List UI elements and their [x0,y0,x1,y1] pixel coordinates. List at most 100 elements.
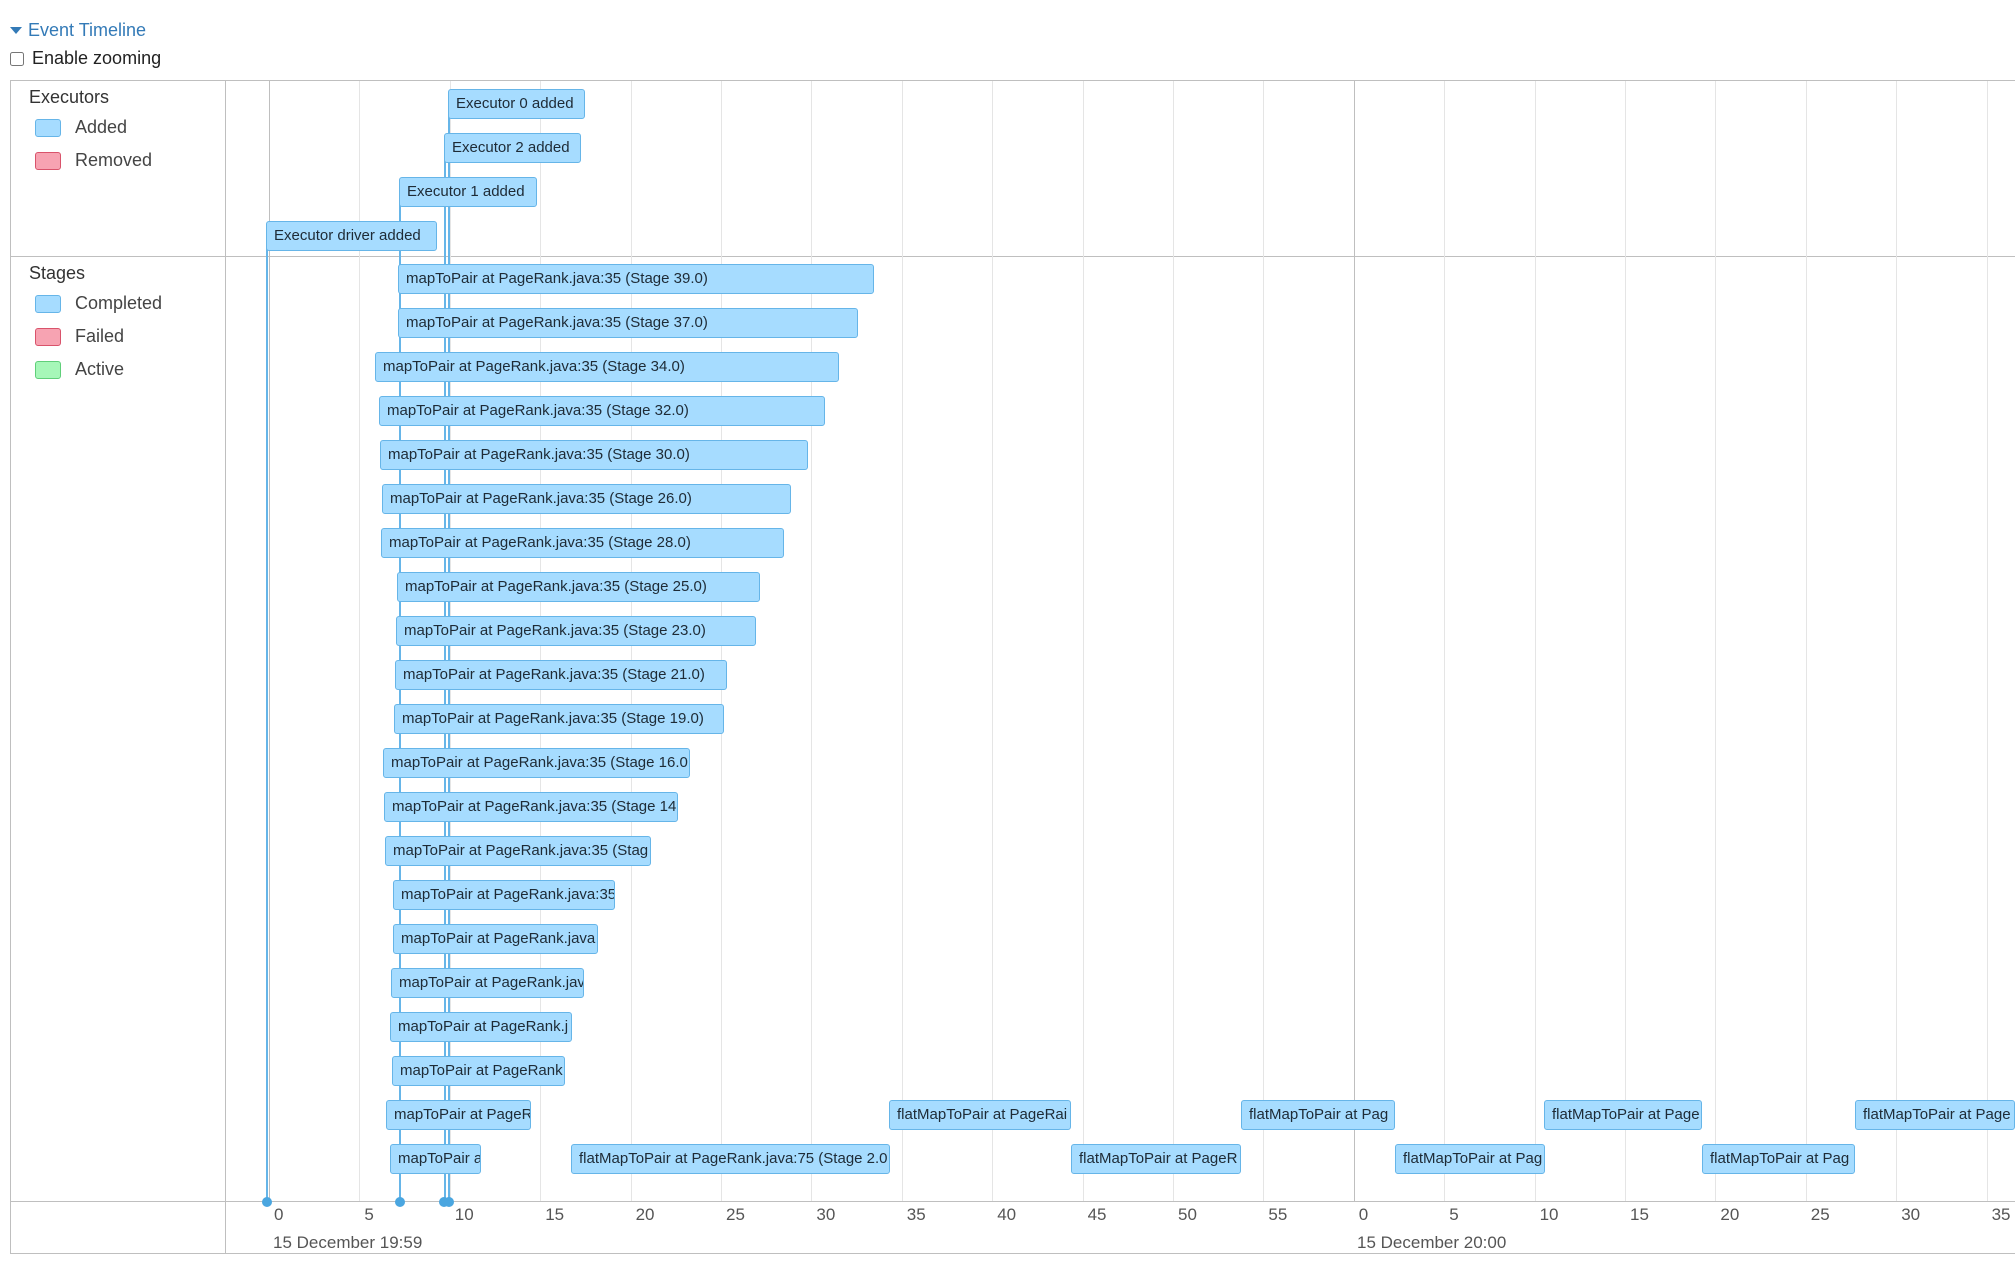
stage-item[interactable]: mapToPair at PageRank.jav [391,968,584,998]
stage-item[interactable]: mapToPair a [390,1144,481,1174]
legend-added: Added [35,117,127,138]
legend-completed-label: Completed [75,293,163,313]
stage-item[interactable]: flatMapToPair at Pag [1395,1144,1545,1174]
legend-completed: Completed [35,293,162,314]
caret-down-icon [10,27,22,34]
event-timeline-toggle[interactable]: Event Timeline [10,20,146,41]
stage-item[interactable]: mapToPair at PageR [386,1100,531,1130]
stage-item[interactable]: mapToPair at PageRank.java:35 (Stage 26.… [382,484,791,514]
timeline-panel[interactable]: Executors Added Removed Stages Completed… [10,80,2015,1254]
legend-active: Active [35,359,124,380]
stage-item[interactable]: mapToPair at PageRank.java:35 (Stage 16.… [383,748,690,778]
active-swatch [35,360,61,379]
executor-item[interactable]: Executor 1 added [399,177,537,207]
axis-divider [11,1201,2015,1202]
completed-swatch [35,294,61,313]
gridline [1173,81,1174,1201]
group-divider [11,256,2015,257]
axis-tick-label: 10 [454,1205,474,1224]
axis-tick-label: 0 [274,1205,284,1224]
executor-item[interactable]: Executor 2 added [444,133,581,163]
legend-failed: Failed [35,326,124,347]
executor-driver-marker [266,240,268,1200]
stage-item[interactable]: mapToPair at PageRank.java:35 (Stage 34.… [375,352,839,382]
stage-item[interactable]: mapToPair at PageRank.java:35 [393,880,615,910]
gridline [1715,81,1717,1201]
executor-0-dot [444,1197,454,1207]
event-timeline-title: Event Timeline [28,20,147,40]
gridline [1444,81,1446,1201]
axis-tick-label: 35 [906,1205,926,1224]
gridline [1805,81,1807,1201]
executor-1-dot [395,1197,405,1207]
stage-item[interactable]: mapToPair at PageRank.j [390,1012,572,1042]
stage-item[interactable]: mapToPair at PageRank.java:35 (Stage 30.… [380,440,808,470]
gridline [811,81,813,1201]
added-swatch [35,118,61,137]
enable-zooming-checkbox-label[interactable]: Enable zooming [10,48,161,69]
label-column-divider [225,81,226,1253]
enable-zooming-checkbox[interactable] [10,51,24,66]
executor-driver-dot [262,1197,272,1207]
stage-item[interactable]: mapToPair at PageRank.java:35 (Stage 14 [384,792,678,822]
stage-item[interactable]: mapToPair at PageRank.java:35 (Stage 21.… [395,660,727,690]
axis-tick-label: 40 [997,1205,1017,1224]
axis-tick-label: 5 [1449,1205,1459,1224]
stage-item[interactable]: mapToPair at PageRank.java:35 (Stage 32.… [379,396,825,426]
axis-tick-label: 30 [1901,1205,1921,1224]
removed-swatch [35,151,61,170]
stage-item[interactable]: mapToPair at PageRank.java:35 (Stage 23.… [396,616,756,646]
gridline [1625,81,1626,1201]
axis-tick-label: 20 [635,1205,655,1224]
executor-1-marker [399,196,401,1200]
axis-tick-label: 0 [1358,1205,1369,1224]
minute-gridline [269,81,270,1201]
gridline [992,81,994,1201]
executor-0-marker [448,108,450,1200]
stages-group-label: Stages [29,263,86,283]
stage-item[interactable]: mapToPair at PageRank.java:35 (Stag [385,836,651,866]
gridline [1896,81,1898,1201]
gridline [1263,81,1265,1201]
stage-item[interactable]: mapToPair at PageRank.java:35 (Stage 28.… [381,528,784,558]
stage-item[interactable]: flatMapToPair at PageRank.java:75 (Stage… [571,1144,890,1174]
axis-date-label: 15 December 20:00 [1357,1233,1507,1252]
axis-tick-label: 25 [726,1205,745,1224]
executor-item[interactable]: Executor driver added [266,221,437,251]
axis-tick-label: 20 [1720,1205,1740,1224]
axis-tick-label: 50 [1178,1205,1197,1224]
stage-item[interactable]: mapToPair at PageRank [392,1056,565,1086]
axis-tick-label: 25 [1810,1205,1830,1224]
stage-item[interactable]: flatMapToPair at Page [1855,1100,2015,1130]
axis-date-label: 15 December 19:59 [273,1233,423,1252]
gridline [1534,81,1536,1201]
failed-swatch [35,327,61,346]
minute-gridline [1353,81,1355,1201]
legend-failed-label: Failed [75,326,125,346]
axis-tick-label: 35 [1991,1205,2011,1224]
legend-added-label: Added [75,117,128,137]
executors-group-label: Executors [29,87,110,107]
legend-active-label: Active [75,359,125,379]
stage-item[interactable]: mapToPair at PageRank.java:35 (Stage 19.… [394,704,724,734]
stage-item[interactable]: flatMapToPair at PageR [1071,1144,1241,1174]
legend-removed-label: Removed [75,150,153,170]
gridline [901,81,903,1201]
stage-item[interactable]: flatMapToPair at PageRai [889,1100,1071,1130]
stage-item[interactable]: mapToPair at PageRank.java [393,924,598,954]
axis-tick-label: 5 [364,1205,374,1224]
stage-item[interactable]: mapToPair at PageRank.java:35 (Stage 25.… [397,572,760,602]
stage-item[interactable]: flatMapToPair at Page [1544,1100,1702,1130]
axis-tick-label: 30 [816,1205,836,1224]
axis-tick-label: 15 [1630,1205,1649,1224]
stage-item[interactable]: flatMapToPair at Pag [1702,1144,1855,1174]
stage-item[interactable]: flatMapToPair at Pag [1241,1100,1395,1130]
axis-tick-label: 10 [1539,1205,1559,1224]
legend-removed: Removed [35,150,152,171]
stage-item[interactable]: mapToPair at PageRank.java:35 (Stage 39.… [398,264,874,294]
enable-zooming-label: Enable zooming [32,48,162,68]
axis-tick-label: 15 [545,1205,565,1224]
stage-item[interactable]: mapToPair at PageRank.java:35 (Stage 37.… [398,308,858,338]
executor-item[interactable]: Executor 0 added [448,89,585,119]
gridline [1986,81,1988,1201]
